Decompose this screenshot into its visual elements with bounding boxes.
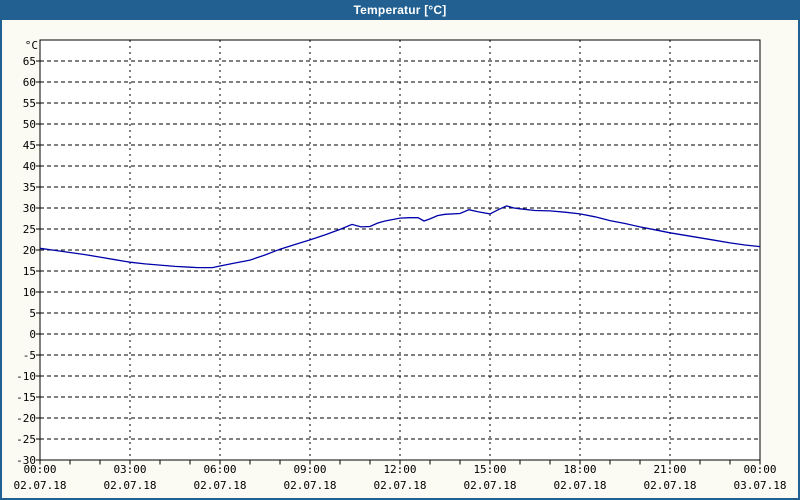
- x-tick-time-label: 18:00: [563, 463, 596, 476]
- window-title: Temperatur [°C]: [353, 3, 447, 17]
- y-tick-label: 65: [23, 55, 36, 68]
- x-tick-time-label: 12:00: [383, 463, 416, 476]
- y-tick-label: 55: [23, 97, 36, 110]
- x-tick-time-label: 03:00: [113, 463, 146, 476]
- y-tick-label: -30: [16, 454, 36, 467]
- y-tick-label: 0: [29, 328, 36, 341]
- y-tick-label: 15: [23, 265, 36, 278]
- y-tick-label: 10: [23, 286, 36, 299]
- x-tick-time-label: 15:00: [473, 463, 506, 476]
- y-tick-label: 25: [23, 223, 36, 236]
- x-tick-date-label: 02.07.18: [374, 479, 427, 492]
- x-tick-date-label: 02.07.18: [554, 479, 607, 492]
- x-tick-time-label: 09:00: [293, 463, 326, 476]
- x-tick-time-label: 00:00: [23, 463, 56, 476]
- y-tick-label: 35: [23, 181, 36, 194]
- x-tick-date-label: 02.07.18: [644, 479, 697, 492]
- y-tick-label: 60: [23, 76, 36, 89]
- x-tick-date-label: 03.07.18: [734, 479, 787, 492]
- x-tick-date-label: 02.07.18: [104, 479, 157, 492]
- x-tick-time-label: 00:00: [743, 463, 776, 476]
- y-tick-label: -20: [16, 412, 36, 425]
- x-tick-time-label: 21:00: [653, 463, 686, 476]
- y-tick-label: 45: [23, 139, 36, 152]
- y-tick-label: -15: [16, 391, 36, 404]
- series-line-temperatur: [39, 205, 761, 269]
- y-tick-label: 30: [23, 202, 36, 215]
- y-tick-label: -5: [23, 349, 36, 362]
- y-tick-label: 20: [23, 244, 36, 257]
- x-tick-time-label: 06:00: [203, 463, 236, 476]
- x-tick-date-label: 02.07.18: [194, 479, 247, 492]
- y-tick-label: 40: [23, 160, 36, 173]
- y-tick-label: 50: [23, 118, 36, 131]
- y-tick-label: 5: [29, 307, 36, 320]
- y-tick-label: -10: [16, 370, 36, 383]
- x-tick-date-label: 02.07.18: [284, 479, 337, 492]
- y-tick-label: -25: [16, 433, 36, 446]
- x-tick-date-label: 02.07.18: [464, 479, 517, 492]
- x-tick-date-label: 02.07.18: [14, 479, 67, 492]
- y-axis-unit-label: °C: [25, 39, 38, 52]
- window-titlebar: Temperatur [°C]: [0, 0, 800, 20]
